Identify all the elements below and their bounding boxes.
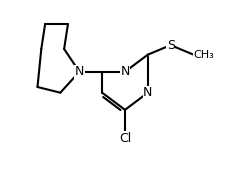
Text: Cl: Cl [119,132,131,145]
Text: S: S [167,39,175,52]
Text: N: N [143,86,152,99]
Text: N: N [120,65,130,78]
Text: N: N [75,65,84,78]
Text: CH₃: CH₃ [194,50,214,60]
